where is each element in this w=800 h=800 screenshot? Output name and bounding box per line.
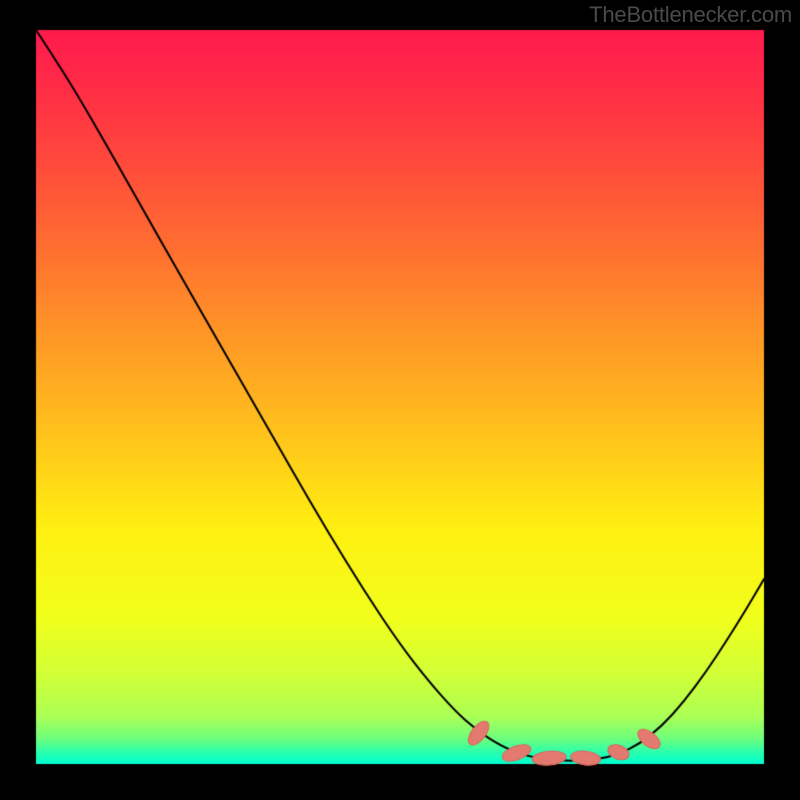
chart-container: TheBottlenecker.com: [0, 0, 800, 800]
watermark-label: TheBottlenecker.com: [589, 2, 792, 28]
bottleneck-curve-chart: [0, 0, 800, 800]
